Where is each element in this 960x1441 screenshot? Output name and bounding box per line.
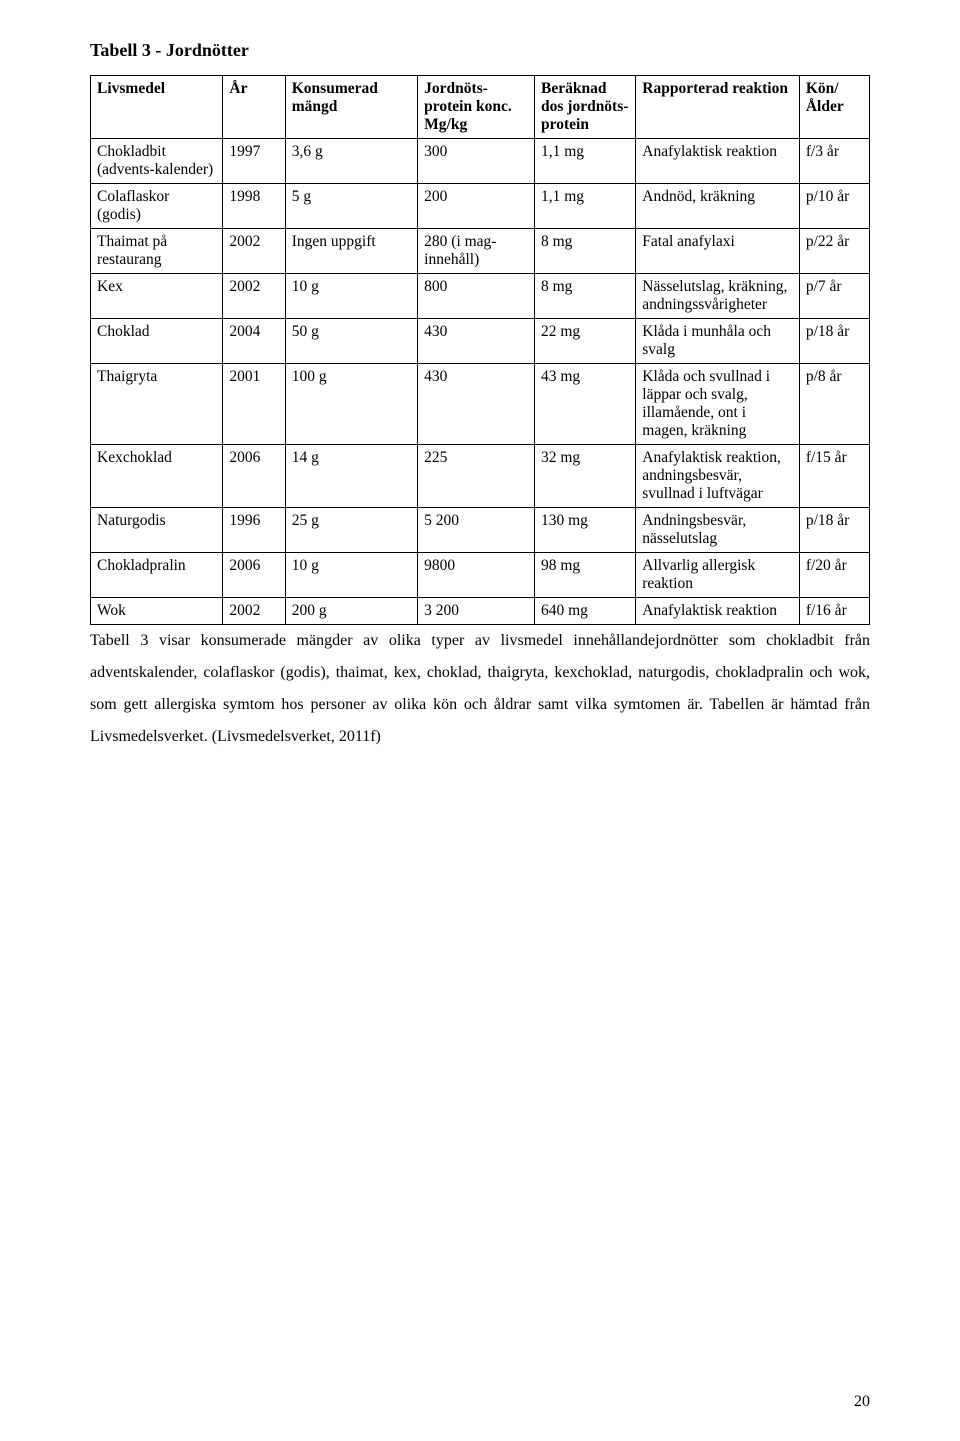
- table-row: Choklad 2004 50 g 430 22 mg Klåda i munh…: [91, 319, 870, 364]
- col-header: Rapporterad reaktion: [636, 76, 800, 139]
- cell: 225: [418, 445, 535, 508]
- col-header: Jordnöts-protein konc. Mg/kg: [418, 76, 535, 139]
- cell: 1,1 mg: [535, 184, 636, 229]
- cell: p/8 år: [799, 364, 869, 445]
- cell: 2002: [223, 274, 285, 319]
- cell: 32 mg: [535, 445, 636, 508]
- cell: f/16 år: [799, 598, 869, 625]
- cell: 300: [418, 139, 535, 184]
- cell: Klåda och svullnad i läppar och svalg, i…: [636, 364, 800, 445]
- cell: Wok: [91, 598, 223, 625]
- col-header: Kön/ Ålder: [799, 76, 869, 139]
- cell: Klåda i munhåla och svalg: [636, 319, 800, 364]
- cell: 3,6 g: [285, 139, 417, 184]
- table-row: Kexchoklad 2006 14 g 225 32 mg Anafylakt…: [91, 445, 870, 508]
- cell: 2006: [223, 445, 285, 508]
- table-row: Colaflaskor (godis) 1998 5 g 200 1,1 mg …: [91, 184, 870, 229]
- cell: Colaflaskor (godis): [91, 184, 223, 229]
- table-body: Chokladbit (advents-kalender) 1997 3,6 g…: [91, 139, 870, 625]
- cell: f/15 år: [799, 445, 869, 508]
- table-row: Thaimat på restaurang 2002 Ingen uppgift…: [91, 229, 870, 274]
- table-header-row: Livsmedel År Konsumerad mängd Jordnöts-p…: [91, 76, 870, 139]
- cell: 640 mg: [535, 598, 636, 625]
- cell: Allvarlig allergisk reaktion: [636, 553, 800, 598]
- table-row: Kex 2002 10 g 800 8 mg Nässelutslag, krä…: [91, 274, 870, 319]
- cell: f/20 år: [799, 553, 869, 598]
- cell: 14 g: [285, 445, 417, 508]
- cell: p/10 år: [799, 184, 869, 229]
- cell: 8 mg: [535, 229, 636, 274]
- table-row: Chokladpralin 2006 10 g 9800 98 mg Allva…: [91, 553, 870, 598]
- page-number: 20: [854, 1393, 870, 1411]
- caption-paragraph: Tabell 3 visar konsumerade mängder av ol…: [90, 625, 870, 753]
- cell: 800: [418, 274, 535, 319]
- cell: 100 g: [285, 364, 417, 445]
- cell: 1998: [223, 184, 285, 229]
- cell: 200: [418, 184, 535, 229]
- cell: 5 g: [285, 184, 417, 229]
- cell: Naturgodis: [91, 508, 223, 553]
- cell: 50 g: [285, 319, 417, 364]
- cell: f/3 år: [799, 139, 869, 184]
- cell: Thaimat på restaurang: [91, 229, 223, 274]
- cell: 130 mg: [535, 508, 636, 553]
- cell: 2002: [223, 598, 285, 625]
- cell: Anafylaktisk reaktion, andningsbesvär, s…: [636, 445, 800, 508]
- cell: 430: [418, 319, 535, 364]
- cell: Choklad: [91, 319, 223, 364]
- cell: 200 g: [285, 598, 417, 625]
- cell: Thaigryta: [91, 364, 223, 445]
- cell: 2006: [223, 553, 285, 598]
- cell: Chokladpralin: [91, 553, 223, 598]
- cell: 430: [418, 364, 535, 445]
- cell: 2001: [223, 364, 285, 445]
- page: Tabell 3 - Jordnötter Livsmedel År Konsu…: [0, 0, 960, 1441]
- cell: 1996: [223, 508, 285, 553]
- cell: 2002: [223, 229, 285, 274]
- table-row: Thaigryta 2001 100 g 430 43 mg Klåda och…: [91, 364, 870, 445]
- cell: Chokladbit (advents-kalender): [91, 139, 223, 184]
- col-header: År: [223, 76, 285, 139]
- cell: Ingen uppgift: [285, 229, 417, 274]
- cell: Anafylaktisk reaktion: [636, 598, 800, 625]
- col-header: Konsumerad mängd: [285, 76, 417, 139]
- cell: 43 mg: [535, 364, 636, 445]
- cell: 10 g: [285, 553, 417, 598]
- col-header: Livsmedel: [91, 76, 223, 139]
- table-row: Chokladbit (advents-kalender) 1997 3,6 g…: [91, 139, 870, 184]
- cell: p/7 år: [799, 274, 869, 319]
- cell: 9800: [418, 553, 535, 598]
- cell: Fatal anafylaxi: [636, 229, 800, 274]
- cell: 3 200: [418, 598, 535, 625]
- cell: p/18 år: [799, 508, 869, 553]
- cell: Kex: [91, 274, 223, 319]
- cell: 98 mg: [535, 553, 636, 598]
- cell: Andnöd, kräkning: [636, 184, 800, 229]
- cell: 280 (i mag-innehåll): [418, 229, 535, 274]
- cell: 1,1 mg: [535, 139, 636, 184]
- cell: Nässelutslag, kräkning, andningssvårighe…: [636, 274, 800, 319]
- table-row: Naturgodis 1996 25 g 5 200 130 mg Andnin…: [91, 508, 870, 553]
- cell: 8 mg: [535, 274, 636, 319]
- cell: p/22 år: [799, 229, 869, 274]
- cell: Anafylaktisk reaktion: [636, 139, 800, 184]
- table-row: Wok 2002 200 g 3 200 640 mg Anafylaktisk…: [91, 598, 870, 625]
- cell: Andningsbesvär, nässelutslag: [636, 508, 800, 553]
- cell: Kexchoklad: [91, 445, 223, 508]
- cell: 1997: [223, 139, 285, 184]
- cell: 25 g: [285, 508, 417, 553]
- cell: 5 200: [418, 508, 535, 553]
- table-title: Tabell 3 - Jordnötter: [90, 40, 870, 61]
- cell: 10 g: [285, 274, 417, 319]
- col-header: Beräknad dos jordnöts-protein: [535, 76, 636, 139]
- cell: 2004: [223, 319, 285, 364]
- cell: p/18 år: [799, 319, 869, 364]
- cell: 22 mg: [535, 319, 636, 364]
- data-table: Livsmedel År Konsumerad mängd Jordnöts-p…: [90, 75, 870, 625]
